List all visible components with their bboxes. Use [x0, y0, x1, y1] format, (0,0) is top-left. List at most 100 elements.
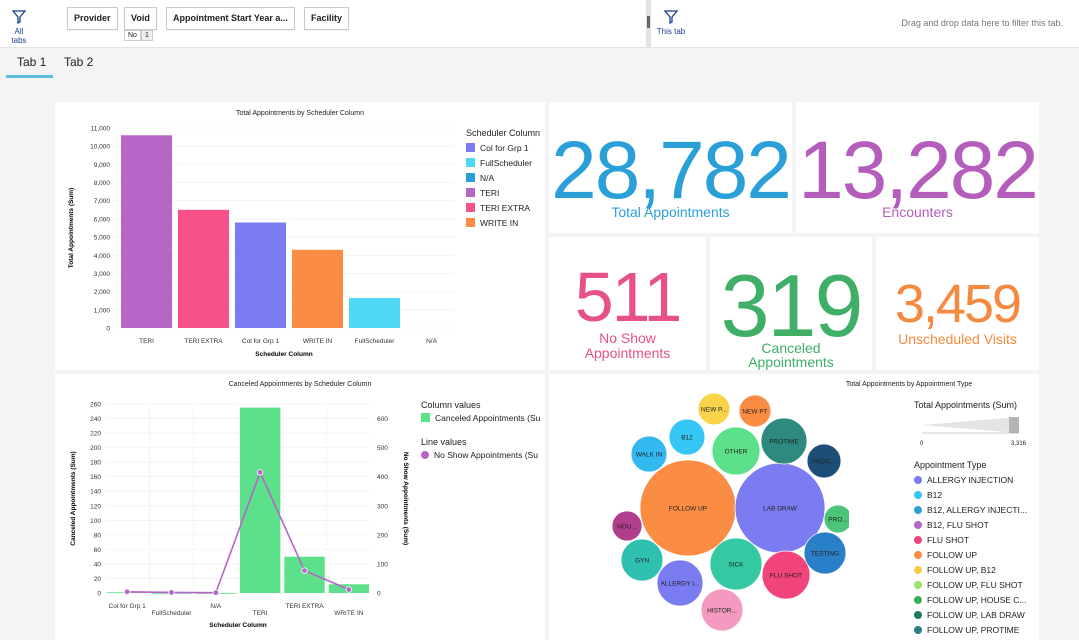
this-tab-filter[interactable]: This tab: [656, 10, 686, 36]
legend-swatch: [466, 218, 475, 227]
bubble-label: FOLLOW UP: [669, 506, 707, 513]
legend-item: TERI EXTRA: [466, 200, 540, 215]
legend-label: FOLLOW UP: [927, 549, 978, 560]
legend-label: No Show Appointments (Su: [434, 449, 538, 460]
legend-swatch: [914, 505, 922, 514]
filter-void[interactable]: Void: [124, 7, 157, 30]
appointment-type-bubble-panel: Total Appointments by Appointment Type F…: [549, 374, 1039, 640]
x-axis-title: Scheduler Column: [209, 622, 266, 629]
legend-label: B12, FLU SHOT: [927, 519, 989, 530]
all-tabs-filter[interactable]: All tabs: [6, 10, 32, 45]
legend-swatch: [914, 550, 922, 559]
tab-1[interactable]: Tab 1: [17, 55, 47, 69]
kpi-canceled: 319 Canceled Appointments: [710, 237, 872, 370]
filter-bar: All tabs Provider Void No 1 Appointment S…: [0, 0, 1079, 48]
bubble: [806, 443, 842, 479]
kpi-value: 511: [574, 258, 683, 336]
bubble-label: PRO...: [828, 517, 848, 524]
kpi-value: 319: [720, 256, 864, 355]
y2-axis-title: No Show Appointments (Sum): [402, 452, 409, 545]
filter-appointment-start-year[interactable]: Appointment Start Year a...: [166, 7, 295, 30]
x-tick-label: TERI: [139, 338, 154, 345]
bubble-label: HOU...: [617, 524, 637, 531]
tab-2[interactable]: Tab 2: [64, 55, 94, 69]
bar: [178, 209, 229, 328]
bubble: [803, 531, 847, 575]
x-tick-label: TERI: [253, 610, 268, 617]
bar: [240, 407, 281, 593]
bubble-label: FLU SHOT: [770, 573, 802, 580]
chart-title: Total Appointments by Scheduler Column: [235, 110, 365, 117]
legend-swatch: [914, 595, 922, 604]
legend-item: FOLLOW UP: [914, 547, 1038, 562]
legend-swatch: [466, 173, 475, 182]
filter-facility[interactable]: Facility: [304, 7, 350, 30]
kpi-no-show: 511 No Show Appointments: [549, 237, 706, 370]
x-tick-label: Col for Grp 1: [109, 603, 147, 610]
legend-label: TERI EXTRA: [480, 202, 531, 213]
y-tick-label: 5,000: [94, 235, 111, 242]
y-tick-label: 2,000: [94, 289, 111, 296]
total-appointments-bar-chart: 0 1,000 2,000 3,000 4,000 5,000 6,000 7,000 8,00…: [68, 126, 455, 358]
bubble-label: NEW P...: [701, 407, 727, 414]
bubble: [697, 392, 731, 426]
legend-item: WRITE IN: [466, 215, 540, 230]
size-legend-max: 3,316: [1011, 441, 1027, 447]
y-tick-label: 240: [90, 416, 101, 423]
filter-panel-divider[interactable]: [646, 0, 651, 47]
tab-strip: Tab 1 Tab 2: [0, 47, 1079, 81]
bubble-label: NEW PT: [742, 409, 767, 416]
y-axis-title: Total Appointments (Sum): [68, 188, 75, 269]
legend-label: FOLLOW UP, B12: [927, 564, 996, 575]
x-tick-label: WRITE IN: [303, 338, 333, 345]
legend-swatch: [466, 158, 475, 167]
legend-label: FOLLOW UP, LAB DRAW: [927, 609, 1025, 620]
bubble-label: SICK: [728, 562, 744, 569]
legend-swatch: [421, 413, 430, 422]
legend-item: B12, ALLERGY INJECTI...: [914, 502, 1038, 517]
y-tick-label: 180: [90, 460, 101, 467]
legend-item: ALLERGY INJECTION: [914, 472, 1038, 487]
y2-tick-label: 0: [377, 591, 381, 598]
legend-label: FLU SHOT: [927, 534, 970, 545]
y-axis-title: Canceled Appointments (Sum): [70, 451, 77, 545]
legend-label: ALLERGY INJECTION: [927, 474, 1014, 485]
size-legend-wedge: [922, 417, 1019, 434]
line-point: [301, 567, 308, 574]
bubble-label: GYN: [635, 558, 649, 565]
bar: [292, 249, 343, 328]
legend-label: FOLLOW UP, HOUSE C...: [927, 594, 1027, 605]
bubble-size-legend: Total Appointments (Sum) 0 3,316: [914, 400, 1036, 453]
active-tab-indicator: [6, 75, 53, 78]
kpi-unscheduled-visits: 3,459 Unscheduled Visits: [876, 237, 1039, 370]
drag-handle-icon[interactable]: [647, 16, 650, 28]
y-tick-label: 6,000: [94, 216, 111, 223]
legend-item: B12, FLU SHOT: [914, 517, 1038, 532]
legend-label: B12, ALLERGY INJECTI...: [927, 504, 1027, 515]
void-selection[interactable]: No 1: [124, 30, 153, 41]
x-tick-label: Col for Grp 1: [242, 338, 280, 345]
kpi-encounters: 13,282 Encounters: [796, 102, 1039, 233]
x-axis-title: Scheduler Column: [255, 351, 312, 358]
x-tick-label: FullScheduler: [152, 610, 193, 617]
y2-tick-label: 200: [377, 532, 388, 539]
total-appointments-chart-panel: Total Appointments by Scheduler Column 0…: [55, 102, 545, 370]
canceled-appointments-chart-panel: Canceled Appointments by Scheduler Colum…: [55, 374, 545, 640]
kpi-label-line2: Appointments: [748, 354, 834, 370]
legend-item: N/A: [466, 170, 540, 185]
filter-provider[interactable]: Provider: [67, 7, 118, 30]
y2-tick-label: 400: [377, 474, 388, 481]
legend-swatch: [421, 450, 429, 459]
drop-zone-hint[interactable]: Drag and drop data here to filter this t…: [901, 18, 1063, 28]
no-show-line: [127, 470, 350, 594]
all-tabs-label: All tabs: [11, 27, 27, 45]
y2-tick-label: 300: [377, 503, 388, 510]
bar: [349, 298, 400, 328]
y-tick-label: 120: [90, 503, 101, 510]
bubble: [823, 504, 849, 534]
line-point: [256, 469, 264, 476]
y-tick-label: 60: [94, 547, 102, 554]
bubble-label: HISTOR...: [707, 608, 737, 615]
legend-label: Canceled Appointments (Su: [435, 412, 541, 423]
legend-title: Appointment Type: [914, 460, 987, 470]
